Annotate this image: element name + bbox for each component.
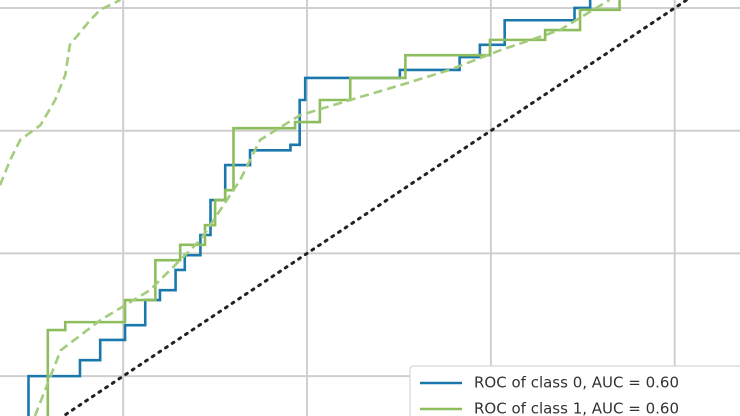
line bbox=[46, 0, 621, 416]
legend-label: ROC of class 0, AUC = 0.60 bbox=[474, 374, 679, 392]
line bbox=[0, 0, 121, 186]
legend-label: ROC of class 1, AUC = 0.60 bbox=[474, 400, 679, 416]
line bbox=[33, 0, 611, 416]
legend-box bbox=[409, 365, 740, 416]
